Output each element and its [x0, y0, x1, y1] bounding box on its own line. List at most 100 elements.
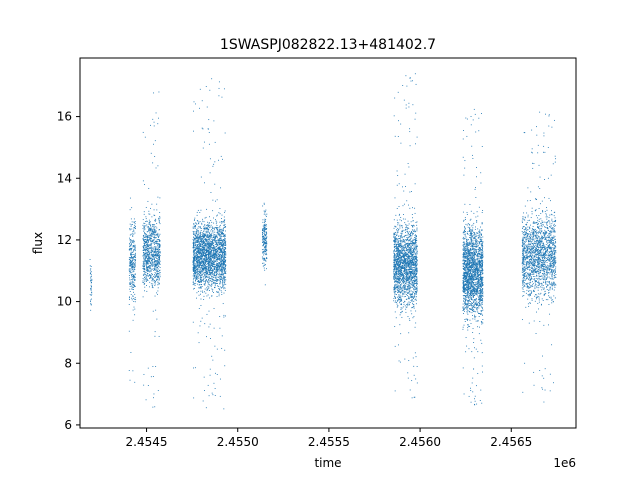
data-point: [196, 278, 198, 280]
data-point: [134, 293, 136, 295]
data-point: [222, 261, 224, 263]
data-point: [211, 246, 213, 248]
data-point: [194, 258, 195, 260]
data-point: [202, 235, 204, 236]
data-point: [403, 258, 405, 260]
data-point: [196, 251, 197, 253]
data-point: [398, 266, 400, 268]
data-point: [193, 237, 195, 239]
data-point: [204, 242, 206, 244]
data-point: [414, 294, 415, 296]
data-point: [133, 250, 134, 252]
data-point: [134, 261, 136, 263]
data-point: [397, 279, 399, 281]
data-point: [131, 274, 132, 276]
data-point: [415, 242, 416, 244]
data-point: [218, 264, 220, 266]
data-point: [263, 235, 265, 237]
data-point: [133, 276, 135, 278]
data-point: [129, 246, 130, 248]
data-point: [214, 236, 215, 238]
data-point: [264, 238, 266, 239]
data-point: [223, 222, 225, 224]
data-point: [157, 262, 159, 264]
data-point: [197, 248, 198, 250]
data-point: [207, 267, 209, 269]
data-point: [405, 272, 407, 273]
data-point: [158, 222, 160, 223]
data-point: [204, 291, 205, 293]
data-point: [262, 238, 264, 240]
data-point: [209, 239, 211, 241]
data-point: [211, 268, 213, 270]
data-point: [211, 276, 213, 278]
data-point: [204, 244, 205, 246]
data-point: [415, 278, 417, 280]
data-point: [203, 283, 205, 285]
data-point: [203, 245, 205, 247]
data-point: [414, 244, 416, 246]
data-point: [208, 236, 210, 238]
data-point: [145, 239, 147, 240]
data-point: [193, 219, 195, 221]
data-point: [199, 277, 201, 279]
data-point: [401, 240, 403, 241]
data-point: [209, 244, 211, 246]
data-point: [218, 258, 220, 260]
data-point: [147, 255, 149, 257]
data-point: [153, 230, 155, 232]
data-point: [215, 235, 217, 237]
data-point: [219, 231, 221, 233]
data-point: [401, 252, 402, 253]
data-point: [412, 250, 414, 252]
data-point: [207, 264, 209, 266]
data-point: [202, 232, 204, 234]
data-point: [397, 242, 399, 244]
data-point: [146, 236, 148, 238]
data-point: [199, 226, 201, 227]
data-point: [224, 132, 226, 134]
data-point: [145, 234, 147, 236]
data-point: [218, 233, 220, 235]
data-point: [218, 274, 220, 276]
data-point: [408, 275, 410, 277]
data-point: [221, 294, 223, 295]
data-point: [195, 269, 196, 271]
data-point: [398, 279, 400, 281]
data-point: [400, 290, 402, 292]
data-point: [159, 255, 161, 257]
data-point: [397, 240, 399, 242]
data-point: [416, 271, 418, 273]
data-point: [210, 254, 212, 256]
data-point: [223, 261, 225, 263]
data-point: [151, 264, 153, 266]
data-point: [199, 264, 201, 266]
data-point: [224, 365, 226, 367]
data-point: [159, 212, 161, 213]
data-point: [224, 269, 225, 271]
data-point: [204, 250, 206, 251]
data-point: [147, 244, 149, 246]
data-point: [90, 303, 92, 305]
data-point: [217, 291, 219, 293]
data-point: [218, 247, 219, 249]
data-point: [155, 255, 157, 256]
data-point: [218, 247, 220, 249]
data-point: [394, 238, 396, 240]
data-point: [152, 254, 154, 256]
data-point: [199, 259, 201, 260]
data-point: [414, 239, 416, 241]
data-point: [155, 269, 157, 271]
data-point: [202, 236, 204, 238]
data-point: [399, 286, 401, 288]
data-point: [156, 249, 158, 251]
data-point: [412, 263, 414, 265]
data-point: [157, 236, 159, 238]
data-point: [193, 219, 195, 221]
data-point: [208, 326, 210, 328]
data-point: [131, 207, 133, 209]
data-point: [209, 232, 210, 234]
data-point: [203, 280, 205, 282]
data-point: [224, 234, 226, 236]
data-point: [208, 279, 210, 280]
